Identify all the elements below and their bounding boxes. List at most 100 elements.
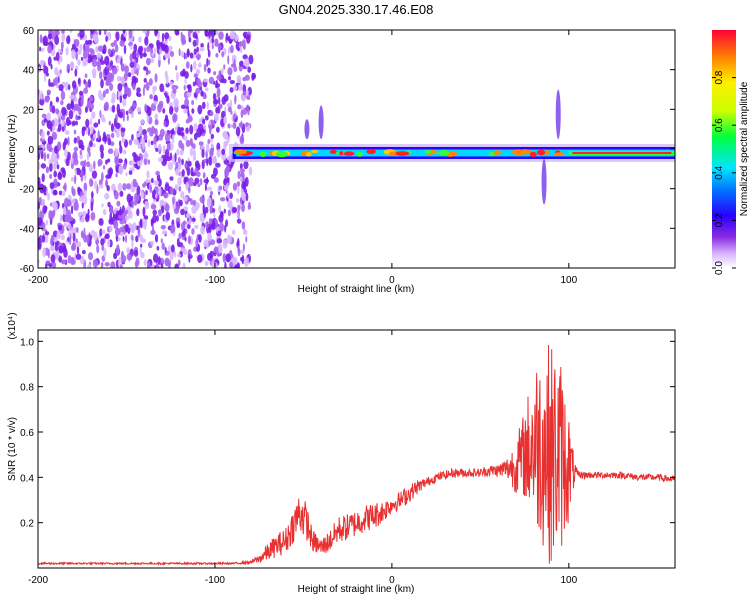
noise-dot	[132, 83, 136, 91]
noise-dot	[142, 30, 147, 34]
noise-dot	[221, 78, 227, 84]
signal-ridge-center	[572, 151, 672, 154]
noise-dot	[186, 92, 192, 98]
colorbar-tick-label: 0.2	[714, 213, 725, 227]
noise-dot	[93, 160, 96, 170]
noise-dot	[209, 30, 213, 36]
signal-blob	[395, 151, 410, 156]
noise-dot	[191, 217, 196, 222]
noise-dot	[100, 261, 104, 268]
noise-dot	[166, 52, 171, 59]
noise-dot	[91, 58, 98, 68]
noise-dot	[99, 109, 102, 118]
noise-dot	[116, 244, 120, 255]
noise-dot	[129, 61, 135, 68]
noise-dot	[164, 32, 170, 40]
noise-dot	[243, 160, 249, 170]
noise-dot	[200, 128, 205, 134]
noise-dot	[156, 42, 160, 50]
noise-dot	[43, 73, 46, 83]
noise-dot	[197, 254, 203, 263]
noise-dot	[41, 113, 47, 119]
noise-dot	[120, 127, 126, 133]
noise-dot	[126, 193, 132, 203]
noise-dot	[174, 152, 177, 163]
noise-dot	[237, 104, 242, 110]
noise-dot	[187, 84, 192, 94]
noise-dot	[187, 160, 192, 167]
noise-dot	[46, 112, 51, 121]
noise-dot	[239, 82, 243, 90]
noise-dot	[227, 191, 230, 199]
signal-blob	[536, 149, 546, 156]
y-tick-label: -20	[20, 185, 35, 196]
noise-dot	[192, 199, 197, 207]
noise-dot	[122, 112, 125, 122]
noise-dot	[47, 192, 50, 201]
noise-dot	[47, 33, 53, 40]
noise-dot	[142, 206, 146, 217]
noise-dot	[175, 30, 180, 36]
noise-dot	[233, 66, 238, 72]
noise-dot	[216, 238, 223, 244]
noise-dot	[142, 52, 147, 58]
snr-x-label: Height of straight line (km)	[298, 584, 415, 595]
noise-dot	[100, 151, 104, 159]
noise-dot	[114, 147, 119, 157]
signal-blob	[234, 149, 248, 155]
noise-dot	[110, 60, 114, 67]
x-tick-label: 100	[560, 275, 577, 286]
noise-dot	[107, 48, 112, 56]
noise-dot	[48, 78, 51, 87]
noise-dot	[79, 255, 85, 265]
noise-dot	[67, 136, 70, 146]
noise-dot	[104, 192, 110, 200]
noise-dot	[115, 31, 120, 42]
noise-dot	[241, 39, 246, 49]
noise-dot	[45, 260, 51, 265]
noise-dot	[38, 176, 41, 186]
noise-dot	[146, 170, 150, 179]
noise-dot	[144, 200, 150, 210]
noise-dot	[227, 123, 231, 129]
snr-series-line	[38, 344, 675, 567]
noise-dot	[67, 63, 70, 70]
noise-dot	[226, 234, 232, 245]
noise-dot	[89, 117, 93, 126]
noise-dot	[224, 261, 227, 268]
noise-dot	[95, 46, 99, 53]
noise-dot	[245, 236, 248, 243]
noise-dot	[247, 124, 251, 130]
noise-dot	[60, 114, 66, 121]
noise-dot	[59, 214, 63, 222]
noise-dot	[87, 263, 92, 268]
noise-dot	[176, 71, 179, 82]
noise-dot	[58, 48, 62, 53]
signal-blob	[339, 151, 344, 156]
noise-dot	[119, 145, 123, 154]
noise-dot	[79, 196, 84, 202]
noise-dot	[124, 209, 129, 215]
signal-blob	[511, 149, 526, 156]
noise-dot	[210, 133, 215, 139]
noise-dot	[96, 61, 101, 67]
noise-dot	[105, 88, 109, 94]
noise-dot	[92, 33, 99, 42]
noise-dot	[75, 253, 82, 260]
noise-dot	[245, 192, 249, 202]
signal-blob	[424, 149, 432, 155]
snr-frame	[37, 329, 676, 569]
noise-dot	[203, 178, 210, 184]
noise-dot	[136, 67, 139, 76]
noise-dot	[245, 88, 249, 98]
noise-dot	[133, 138, 139, 145]
noise-dot	[167, 161, 174, 171]
noise-dot	[209, 148, 214, 158]
noise-dot	[162, 144, 166, 155]
noise-dot	[162, 108, 166, 114]
noise-dot	[194, 160, 200, 168]
noise-dot	[236, 181, 241, 187]
noise-dot	[151, 52, 155, 57]
noise-dot	[165, 74, 169, 85]
noise-dot	[174, 126, 178, 134]
